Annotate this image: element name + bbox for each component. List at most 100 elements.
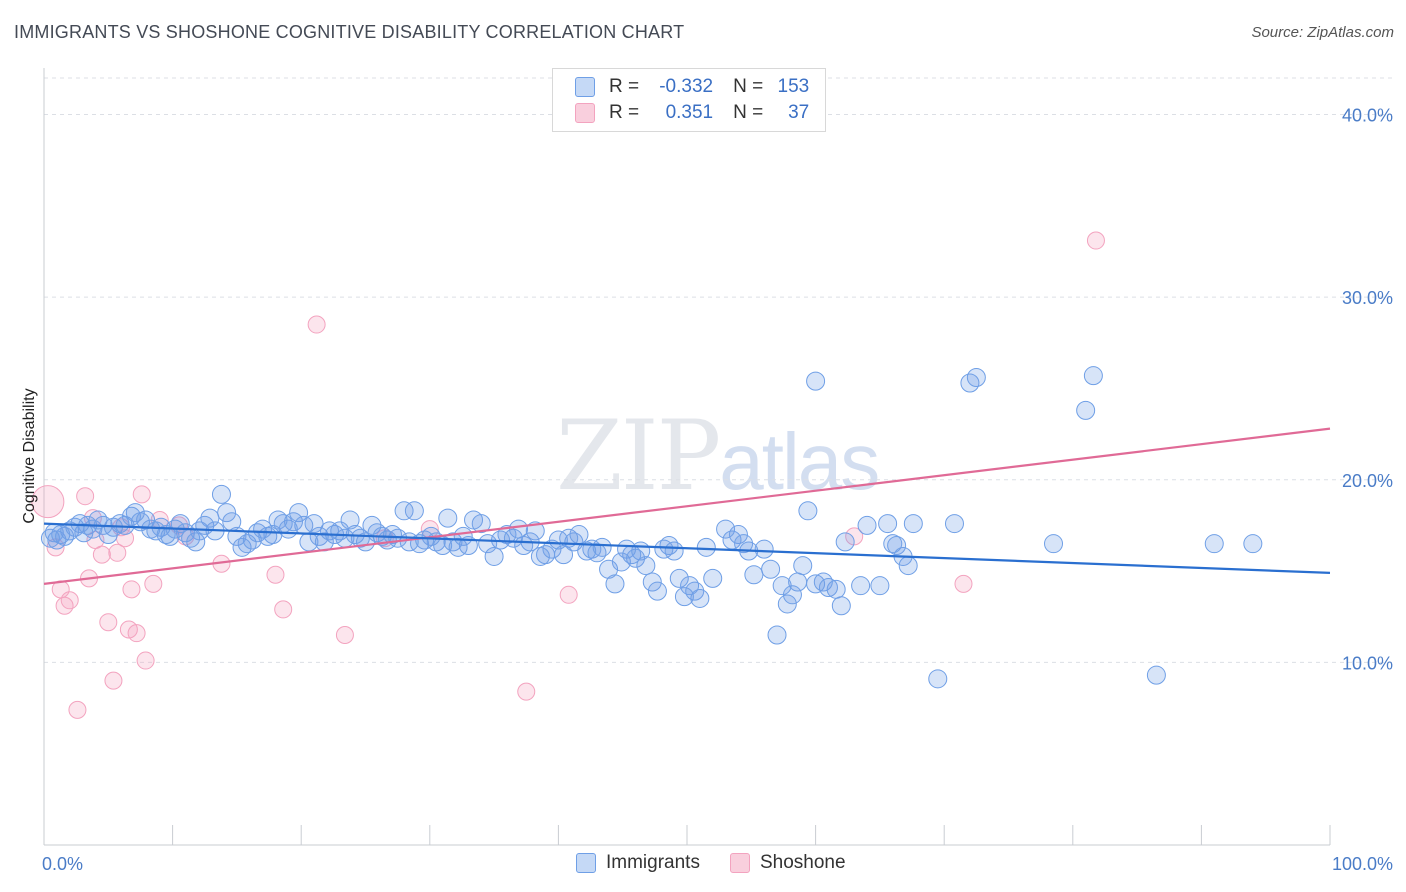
- immigrants-point: [217, 503, 237, 523]
- shoshone-point: [517, 682, 536, 701]
- immigrants-point: [309, 526, 329, 546]
- immigrants-point: [1076, 400, 1096, 420]
- series-legend: Immigrants Shoshone: [576, 852, 876, 874]
- shoshone-point: [122, 580, 141, 599]
- immigrants-point: [754, 539, 774, 559]
- shoshone-swatch: [575, 103, 595, 123]
- immigrants-trend-line: [43, 522, 1331, 574]
- immigrants-point: [304, 514, 324, 534]
- immigrants-point: [782, 585, 802, 605]
- immigrants-point: [438, 508, 458, 528]
- immigrants-point: [966, 367, 986, 387]
- immigrants-point: [928, 669, 948, 689]
- immigrants-point: [232, 537, 252, 557]
- legend-n-label: N =: [733, 76, 764, 97]
- shoshone-trend-line: [43, 427, 1331, 585]
- immigrants-points: [40, 366, 1263, 689]
- immigrants-point: [592, 537, 612, 557]
- shoshone-point: [559, 585, 578, 604]
- immigrants-point: [525, 521, 545, 541]
- shoshone-point: [307, 315, 326, 334]
- immigrants-point: [703, 568, 723, 588]
- immigrants-point: [642, 572, 662, 592]
- immigrants-point: [60, 521, 80, 541]
- immigrants-point: [835, 532, 855, 552]
- immigrants-point: [636, 556, 656, 576]
- immigrants-point: [826, 579, 846, 599]
- shoshone-point: [104, 671, 123, 690]
- immigrants-point: [383, 525, 403, 545]
- immigrants-point: [680, 576, 700, 596]
- shoshone-point: [127, 624, 146, 643]
- immigrants-point: [340, 510, 360, 530]
- immigrants-point: [818, 578, 838, 598]
- immigrants-point: [211, 484, 231, 504]
- shoshone-point: [68, 700, 87, 719]
- source-label: Source: ZipAtlas.com: [1251, 24, 1394, 41]
- shoshone-point: [55, 596, 74, 615]
- immigrants-point: [788, 572, 808, 592]
- immigrants-point: [484, 546, 504, 566]
- immigrants-point: [761, 559, 781, 579]
- immigrants-point: [125, 503, 145, 523]
- legend-r-label: R =: [609, 76, 640, 97]
- y-tick-label: 10.0%: [1342, 653, 1393, 673]
- y-tick-label: 30.0%: [1342, 288, 1393, 308]
- immigrants-point: [146, 521, 166, 541]
- immigrants-point: [186, 532, 206, 552]
- shoshone-point: [132, 485, 151, 504]
- legend-label-immigrants: Immigrants: [606, 852, 700, 873]
- legend-item-immigrants[interactable]: Immigrants: [576, 852, 700, 874]
- legend-item-shoshone[interactable]: Shoshone: [729, 852, 846, 874]
- shoshone-point: [76, 487, 95, 506]
- shoshone-point: [266, 565, 285, 584]
- y-axis-label: Cognitive Disability: [21, 388, 38, 523]
- legend-row-immigrants: R = -0.332 N = 153: [575, 74, 809, 100]
- immigrants-point: [728, 525, 748, 545]
- immigrants-point: [767, 625, 787, 645]
- legend-n-label: N =: [733, 102, 764, 123]
- immigrants-point: [443, 532, 463, 552]
- immigrants-point: [669, 568, 689, 588]
- immigrants-point: [960, 373, 980, 393]
- y-tick-label: 20.0%: [1342, 471, 1393, 491]
- immigrants-point: [605, 574, 625, 594]
- immigrants-point: [887, 536, 907, 556]
- shoshone-point: [31, 485, 65, 519]
- immigrants-point: [690, 588, 710, 608]
- immigrants-point: [1083, 366, 1103, 386]
- immigrants-point: [1204, 534, 1224, 554]
- shoshone-point: [954, 574, 973, 593]
- immigrants-point: [569, 525, 589, 545]
- axes: [43, 68, 1331, 846]
- immigrants-point: [611, 552, 631, 572]
- immigrants-point: [1044, 534, 1064, 554]
- immigrants-point: [806, 371, 826, 391]
- legend-r-label: R =: [609, 102, 640, 123]
- immigrants-point: [121, 506, 141, 526]
- immigrants-point: [878, 514, 898, 534]
- immigrants-point: [857, 515, 877, 535]
- legend-row-shoshone: R = 0.351 N = 37: [575, 100, 809, 126]
- y-tick-label: 40.0%: [1342, 106, 1393, 126]
- immigrants-point: [870, 576, 890, 596]
- shoshone-point: [274, 600, 293, 619]
- shoshone-point: [144, 574, 163, 593]
- immigrants-point: [40, 528, 60, 548]
- chart-title: IMMIGRANTS VS SHOSHONE COGNITIVE DISABIL…: [14, 22, 685, 42]
- immigrants-point: [659, 536, 679, 556]
- immigrants-swatch: [575, 77, 595, 97]
- x-tick-label-min: 0.0%: [42, 854, 83, 874]
- shoshone-point: [335, 625, 354, 644]
- correlation-legend: R = -0.332 N = 153 R = 0.351 N = 37: [552, 68, 826, 132]
- immigrants-point: [806, 574, 826, 594]
- shoshone-point: [99, 613, 118, 632]
- x-tick-label-max: 100.0%: [1332, 854, 1393, 874]
- shoshone-swatch: [729, 853, 750, 873]
- immigrants-point: [289, 503, 309, 523]
- immigrants-point: [696, 537, 716, 557]
- immigrants-point: [497, 525, 517, 545]
- shoshone-point: [108, 543, 127, 562]
- immigrants-point: [1243, 534, 1263, 554]
